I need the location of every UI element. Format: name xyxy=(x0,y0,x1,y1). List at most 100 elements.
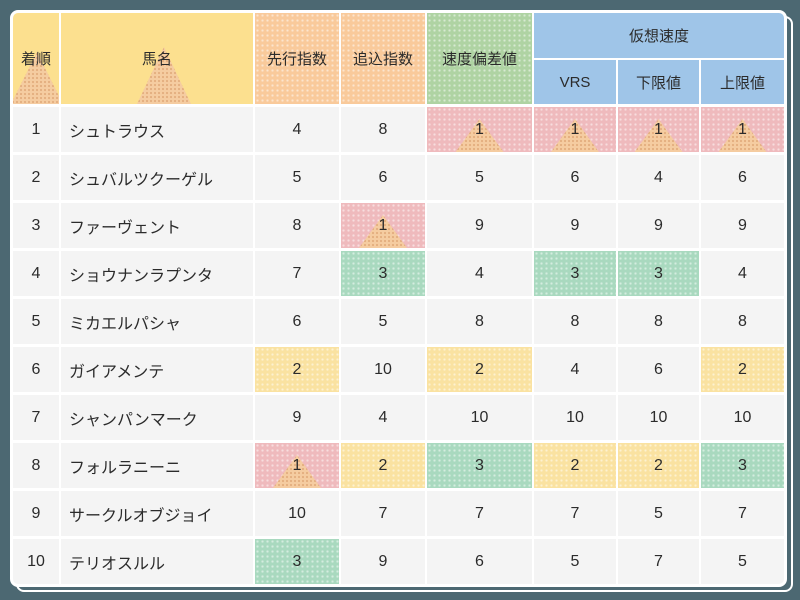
speed-deviation-cell: 7 xyxy=(427,491,534,539)
rank-cell: 6 xyxy=(13,347,61,395)
lead-index-cell: 4 xyxy=(255,107,341,155)
lead-index-cell: 6 xyxy=(255,299,341,347)
col-header-virtual-speed-label: 仮想速度 xyxy=(629,28,690,45)
col-header-lower-limit: 下限値 xyxy=(618,60,701,107)
lower-limit-cell: 3 xyxy=(618,251,701,299)
horse-name-cell: テリオスルル xyxy=(61,539,255,584)
col-header-lead-index: 先行指数 xyxy=(255,13,341,107)
vrs-cell: 8 xyxy=(534,299,618,347)
lead-index-cell: 8 xyxy=(255,203,341,251)
col-header-upper-limit-label: 上限値 xyxy=(720,74,766,92)
upper-limit-cell: 9 xyxy=(701,203,784,251)
col-header-lead-index-label: 先行指数 xyxy=(266,51,327,68)
speed-deviation-cell: 6 xyxy=(427,539,534,584)
lower-limit-cell: 6 xyxy=(618,347,701,395)
upper-limit-cell: 3 xyxy=(701,443,784,491)
rank-cell: 5 xyxy=(13,299,61,347)
lower-limit-cell: 9 xyxy=(618,203,701,251)
speed-deviation-cell: 5 xyxy=(427,155,534,203)
horse-name-cell: シャンパンマーク xyxy=(61,395,255,443)
horse-name-cell: シュトラウス xyxy=(61,107,255,155)
vrs-cell: 1 xyxy=(534,107,618,155)
horse-name-cell: サークルオブジョイ xyxy=(61,491,255,539)
race-index-table: 着順 馬名 先行指数 追込指数 速度偏差値 xyxy=(13,13,784,584)
col-header-horse-name-label: 馬名 xyxy=(141,51,172,68)
close-index-cell: 5 xyxy=(341,299,427,347)
horse-name-cell: シュバルツクーゲル xyxy=(61,155,255,203)
lower-limit-cell: 4 xyxy=(618,155,701,203)
vrs-cell: 4 xyxy=(534,347,618,395)
table-row: 8 フォルラニーニ 1 2 3 2 2 3 xyxy=(13,443,784,491)
rank-cell: 3 xyxy=(13,203,61,251)
table-row: 5 ミカエルパシャ 6 5 8 8 8 8 xyxy=(13,299,784,347)
lead-index-cell: 7 xyxy=(255,251,341,299)
table-row: 10 テリオスルル 3 9 6 5 7 5 xyxy=(13,539,784,584)
close-index-cell: 10 xyxy=(341,347,427,395)
close-index-cell: 3 xyxy=(341,251,427,299)
horse-name-cell: ミカエルパシャ xyxy=(61,299,255,347)
upper-limit-cell: 5 xyxy=(701,539,784,584)
vrs-cell: 7 xyxy=(534,491,618,539)
upper-limit-cell: 1 xyxy=(701,107,784,155)
rank-cell: 10 xyxy=(13,539,61,584)
rank-cell: 1 xyxy=(13,107,61,155)
lead-index-cell: 3 xyxy=(255,539,341,584)
horse-name-cell: ファーヴェント xyxy=(61,203,255,251)
col-header-lower-limit-label: 下限値 xyxy=(635,74,681,92)
table-row: 4 ショウナンラプンタ 7 3 4 3 3 4 xyxy=(13,251,784,299)
lower-limit-cell: 8 xyxy=(618,299,701,347)
speed-deviation-cell: 10 xyxy=(427,395,534,443)
col-header-virtual-speed-group: 仮想速度 xyxy=(534,13,784,60)
lead-index-cell: 9 xyxy=(255,395,341,443)
vrs-cell: 2 xyxy=(534,443,618,491)
col-header-vrs: VRS xyxy=(534,60,618,107)
lead-index-cell: 10 xyxy=(255,491,341,539)
speed-deviation-cell: 2 xyxy=(427,347,534,395)
table-row: 2 シュバルツクーゲル 5 6 5 6 4 6 xyxy=(13,155,784,203)
table-row: 9 サークルオブジョイ 10 7 7 7 5 7 xyxy=(13,491,784,539)
upper-limit-cell: 4 xyxy=(701,251,784,299)
horse-name-cell: ガイアメンテ xyxy=(61,347,255,395)
lower-limit-cell: 5 xyxy=(618,491,701,539)
col-header-rank: 着順 xyxy=(13,13,61,107)
upper-limit-cell: 8 xyxy=(701,299,784,347)
close-index-cell: 4 xyxy=(341,395,427,443)
close-index-cell: 8 xyxy=(341,107,427,155)
close-index-cell: 7 xyxy=(341,491,427,539)
table-row: 7 シャンパンマーク 9 4 10 10 10 10 xyxy=(13,395,784,443)
horse-name-cell: ショウナンラプンタ xyxy=(61,251,255,299)
col-header-speed-deviation-label: 速度偏差値 xyxy=(441,51,517,68)
table-header: 着順 馬名 先行指数 追込指数 速度偏差値 xyxy=(13,13,784,107)
race-index-table-card: 着順 馬名 先行指数 追込指数 速度偏差値 xyxy=(10,10,787,587)
lead-index-cell: 1 xyxy=(255,443,341,491)
col-header-rank-label: 着順 xyxy=(20,51,51,68)
speed-deviation-cell: 1 xyxy=(427,107,534,155)
lower-limit-cell: 2 xyxy=(618,443,701,491)
vrs-cell: 5 xyxy=(534,539,618,584)
col-header-horse-name: 馬名 xyxy=(61,13,255,107)
vrs-cell: 3 xyxy=(534,251,618,299)
table-row: 3 ファーヴェント 8 1 9 9 9 9 xyxy=(13,203,784,251)
table-row: 1 シュトラウス 4 8 1 1 1 1 xyxy=(13,107,784,155)
upper-limit-cell: 7 xyxy=(701,491,784,539)
speed-deviation-cell: 3 xyxy=(427,443,534,491)
col-header-speed-deviation: 速度偏差値 xyxy=(427,13,534,107)
rank-cell: 2 xyxy=(13,155,61,203)
close-index-cell: 2 xyxy=(341,443,427,491)
table-body: 1 シュトラウス 4 8 1 1 1 1 2 シュバルツクーゲル 5 6 5 6… xyxy=(13,107,784,584)
col-header-vrs-label: VRS xyxy=(559,73,591,91)
lower-limit-cell: 1 xyxy=(618,107,701,155)
rank-cell: 4 xyxy=(13,251,61,299)
col-header-close-index: 追込指数 xyxy=(341,13,427,107)
close-index-cell: 1 xyxy=(341,203,427,251)
vrs-cell: 10 xyxy=(534,395,618,443)
vrs-cell: 6 xyxy=(534,155,618,203)
col-header-upper-limit: 上限値 xyxy=(701,60,784,107)
vrs-cell: 9 xyxy=(534,203,618,251)
lead-index-cell: 2 xyxy=(255,347,341,395)
lower-limit-cell: 10 xyxy=(618,395,701,443)
horse-name-cell: フォルラニーニ xyxy=(61,443,255,491)
rank-cell: 8 xyxy=(13,443,61,491)
upper-limit-cell: 10 xyxy=(701,395,784,443)
